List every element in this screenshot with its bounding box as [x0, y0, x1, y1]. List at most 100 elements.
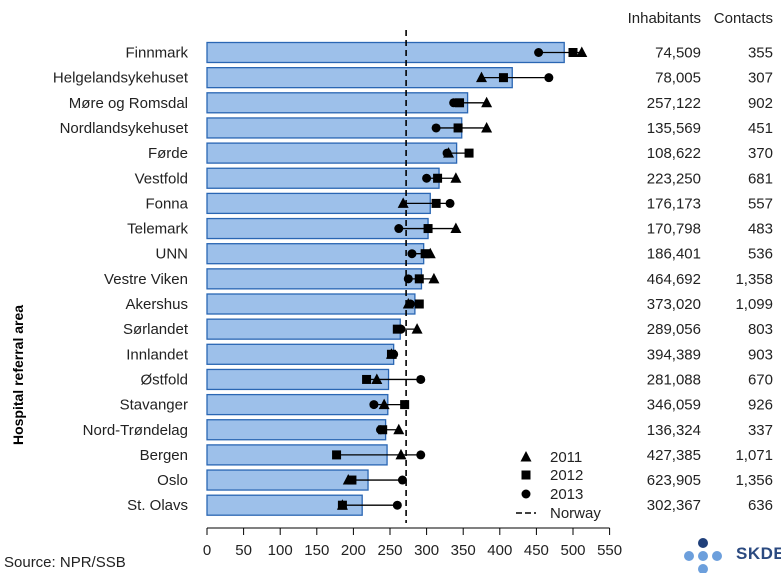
- marker-2012: [431, 198, 441, 208]
- contacts-value: 451: [748, 120, 773, 137]
- marker-2013: [449, 98, 459, 108]
- marker-2011: [576, 46, 588, 57]
- marker-2013: [394, 224, 404, 234]
- marker-2011: [476, 71, 487, 83]
- marker-2013: [416, 374, 426, 384]
- inhabitants-value: 186,401: [647, 246, 701, 263]
- category-label: Førde: [148, 145, 188, 162]
- category-label: Vestfold: [135, 170, 188, 187]
- contacts-value: 1,358: [735, 271, 773, 288]
- legend-marker-2011: [520, 451, 532, 462]
- marker-2011: [393, 423, 405, 435]
- marker-2011: [395, 448, 407, 460]
- x-tick-label: 550: [597, 542, 622, 559]
- x-tick-label: 350: [451, 542, 476, 559]
- bar: [206, 343, 395, 365]
- x-tick-label: 100: [268, 542, 293, 559]
- bar: [206, 393, 389, 416]
- inhabitants-value: 170,798: [647, 221, 701, 238]
- marker-2013: [416, 450, 426, 460]
- contacts-value: 1,071: [735, 447, 773, 464]
- marker-2013: [442, 148, 452, 158]
- contacts-value: 370: [748, 145, 773, 162]
- marker-2013: [544, 73, 554, 83]
- x-tick-label: 250: [377, 542, 402, 559]
- marker-2012: [423, 224, 433, 234]
- contacts-value: 926: [748, 397, 773, 414]
- contacts-value: 536: [748, 246, 773, 263]
- inhabitants-value: 427,385: [647, 447, 701, 464]
- marker-2012: [498, 73, 508, 83]
- marker-2013: [431, 123, 441, 133]
- x-tick-label: 300: [414, 542, 439, 559]
- y-axis-label: Hospital referral area: [10, 305, 26, 445]
- inhabitants-value: 289,056: [647, 321, 701, 338]
- x-axis: 0 50 100 150 200 250 300 350 400 450 500 550: [203, 527, 622, 559]
- marker-2012: [414, 299, 424, 309]
- table-header-contacts: Contacts: [714, 10, 773, 27]
- bar: [206, 41, 565, 64]
- bar: [206, 142, 458, 164]
- category-label: Østfold: [140, 371, 188, 388]
- contacts-value: 1,356: [735, 472, 773, 489]
- inhabitants-value: 302,367: [647, 497, 701, 514]
- inhabitants-value: 108,622: [647, 145, 701, 162]
- legend-label: Norway: [550, 505, 601, 522]
- x-tick-label: 200: [341, 542, 366, 559]
- marker-2012: [453, 123, 463, 133]
- marker-2013: [396, 324, 406, 334]
- marker-2013: [369, 400, 379, 410]
- x-tick-label: 50: [235, 542, 252, 559]
- marker-2013: [534, 48, 544, 57]
- legend-marker-2012: [521, 470, 531, 480]
- bar: [206, 268, 423, 290]
- marker-2012: [568, 48, 578, 57]
- x-tick-label: 0: [203, 542, 211, 559]
- contacts-value: 355: [748, 45, 773, 62]
- marker-2012: [433, 173, 443, 183]
- category-label: Sørlandet: [123, 321, 189, 338]
- category-label: Finnmark: [125, 45, 188, 62]
- inhabitants-value: 281,088: [647, 371, 701, 388]
- category-label: Helgelandsykehuset: [53, 70, 189, 87]
- inhabitants-value: 373,020: [647, 296, 701, 313]
- x-tick-label: 450: [524, 542, 549, 559]
- category-label: Fonna: [145, 195, 188, 212]
- marker-2013: [405, 299, 415, 309]
- marker-2013: [392, 500, 402, 510]
- x-tick-label: 500: [560, 542, 585, 559]
- contacts-value: 337: [748, 422, 773, 439]
- category-label: Bergen: [140, 447, 188, 464]
- legend-label: 2012: [550, 467, 583, 484]
- contacts-value: 307: [748, 70, 773, 87]
- inhabitants-value: 346,059: [647, 397, 701, 414]
- bar: [206, 469, 369, 491]
- contacts-value: 681: [748, 170, 773, 187]
- legend-label: 2011: [550, 449, 582, 466]
- category-label: Stavanger: [120, 397, 188, 414]
- category-label: Innlandet: [126, 346, 189, 363]
- marker-2011: [397, 197, 409, 208]
- marker-2011: [450, 222, 462, 234]
- contacts-value: 636: [748, 497, 773, 514]
- category-label: Oslo: [157, 472, 188, 489]
- bar: [206, 67, 513, 89]
- marker-2013: [397, 475, 407, 485]
- category-label: Telemark: [127, 221, 188, 238]
- contacts-value: 670: [748, 371, 773, 388]
- marker-2013: [389, 349, 399, 359]
- marker-2012: [420, 249, 430, 259]
- bar: [206, 92, 469, 114]
- inhabitants-value: 623,905: [647, 472, 701, 489]
- contacts-value: 483: [748, 221, 773, 238]
- marker-2011: [378, 398, 390, 410]
- marker-2011: [481, 96, 493, 108]
- category-label: St. Olavs: [127, 497, 188, 514]
- inhabitants-value: 135,569: [647, 120, 701, 137]
- category-label: Nord-Trøndelag: [83, 422, 188, 439]
- logo-text: SKDE: [736, 544, 781, 563]
- marker-2012: [337, 500, 347, 510]
- marker-2012: [464, 148, 474, 158]
- marker-2012: [362, 374, 372, 384]
